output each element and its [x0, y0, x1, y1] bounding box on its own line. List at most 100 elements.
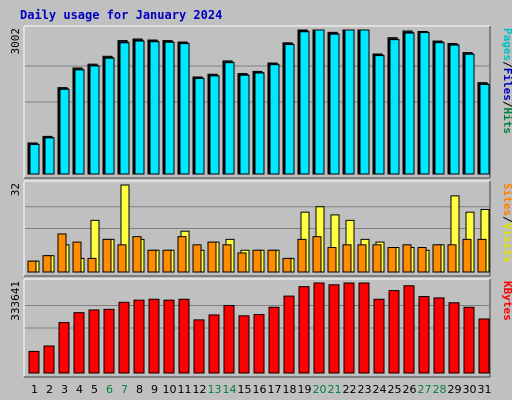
bar-sites — [327, 247, 337, 273]
bar-kbytes — [358, 282, 370, 374]
bar-sites — [117, 244, 127, 273]
x-tick-label: 21 — [328, 383, 342, 396]
bar-pages — [344, 29, 355, 175]
bar-sites — [312, 236, 322, 273]
bar-sites — [237, 252, 247, 273]
bar-kbytes — [58, 322, 70, 374]
bar-sites — [447, 244, 457, 273]
bar-pages — [269, 64, 280, 175]
bar-sites — [477, 238, 487, 273]
x-tick-label: 18 — [283, 383, 297, 396]
bar-kbytes — [163, 299, 175, 374]
bar-sites — [222, 244, 232, 273]
bar-pages — [239, 74, 250, 175]
bar-kbytes — [103, 308, 115, 374]
legend-item: Files — [501, 68, 512, 101]
x-tick-label: 17 — [268, 383, 282, 396]
bar-kbytes — [178, 298, 190, 374]
bar-kbytes — [463, 306, 475, 374]
x-tick-label: 1 — [31, 383, 38, 396]
bar-kbytes — [148, 298, 160, 374]
bar-sites — [57, 233, 67, 273]
y-axis-max-label: 3002 — [9, 28, 22, 55]
bar-kbytes — [253, 313, 265, 374]
bar-kbytes — [133, 299, 145, 374]
panel-sites-visits: 32 Sites/Visits — [9, 180, 512, 277]
bar-pages — [29, 143, 40, 175]
bar-sites — [297, 238, 307, 273]
bar-pages — [374, 55, 385, 175]
bar-pages — [359, 29, 370, 175]
bar-sites — [87, 257, 97, 273]
x-tick-label: 3 — [61, 383, 68, 396]
bar-sites — [342, 244, 352, 273]
x-tick-label: 10 — [163, 383, 177, 396]
x-tick-label: 16 — [253, 383, 267, 396]
bar-pages — [464, 53, 475, 175]
bar-pages — [164, 41, 175, 175]
x-tick-label: 27 — [418, 383, 432, 396]
bar-kbytes — [193, 319, 205, 374]
legend-item: KBytes — [501, 281, 512, 321]
bar-kbytes — [223, 304, 235, 374]
bar-pages — [194, 78, 205, 175]
x-tick-label: 6 — [106, 383, 113, 396]
bar-pages — [59, 88, 70, 175]
x-tick-label: 22 — [343, 383, 357, 396]
x-tick-label: 19 — [298, 383, 312, 396]
x-tick-label: 13 — [208, 383, 222, 396]
chart-title: Daily usage for January 2024 — [20, 8, 222, 22]
bar-sites — [27, 260, 37, 273]
y-axis-max-label: 333641 — [9, 281, 22, 321]
bar-sites — [357, 244, 367, 273]
x-tick-label: 29 — [448, 383, 462, 396]
x-tick-label: 11 — [178, 383, 192, 396]
bar-pages — [209, 75, 220, 175]
x-tick-label: 23 — [358, 383, 372, 396]
bar-pages — [179, 43, 190, 175]
bar-pages — [89, 65, 100, 175]
bar-sites — [72, 241, 82, 273]
legend-item: / — [501, 101, 512, 108]
bar-sites — [387, 247, 397, 273]
x-tick-label: 15 — [238, 383, 252, 396]
bar-pages — [404, 32, 415, 175]
legend-item: Visits — [501, 223, 512, 263]
bar-pages — [224, 62, 235, 175]
bar-sites — [192, 244, 202, 273]
y-axis-max-label: 32 — [9, 183, 22, 196]
bar-pages — [389, 39, 400, 175]
bar-pages — [44, 137, 55, 175]
bar-kbytes — [73, 312, 85, 374]
x-tick-label: 31 — [478, 383, 492, 396]
bar-kbytes — [388, 290, 400, 374]
x-tick-label: 2 — [46, 383, 53, 396]
panel-kbytes: 333641 KBytes — [9, 278, 512, 378]
bar-kbytes — [238, 315, 250, 374]
bar-kbytes — [118, 301, 130, 374]
bar-kbytes — [313, 282, 325, 374]
bar-kbytes — [343, 282, 355, 374]
bar-kbytes — [418, 296, 430, 374]
x-tick-label: 8 — [136, 383, 143, 396]
x-tick-label: 4 — [76, 383, 83, 396]
x-tick-label: 9 — [151, 383, 158, 396]
bar-pages — [419, 32, 430, 175]
bar-pages — [74, 69, 85, 175]
bar-sites — [402, 244, 412, 273]
x-tick-label: 20 — [313, 383, 327, 396]
bar-sites — [267, 249, 277, 273]
bar-sites — [162, 249, 172, 273]
legend-sites-visits: Sites/Visits — [501, 183, 512, 263]
bar-kbytes — [43, 345, 55, 374]
bar-sites — [147, 249, 157, 273]
legend-item: Hits — [501, 108, 512, 135]
bar-kbytes — [328, 284, 340, 374]
bar-pages — [284, 44, 295, 175]
x-tick-label: 30 — [463, 383, 477, 396]
bar-kbytes — [298, 286, 310, 374]
